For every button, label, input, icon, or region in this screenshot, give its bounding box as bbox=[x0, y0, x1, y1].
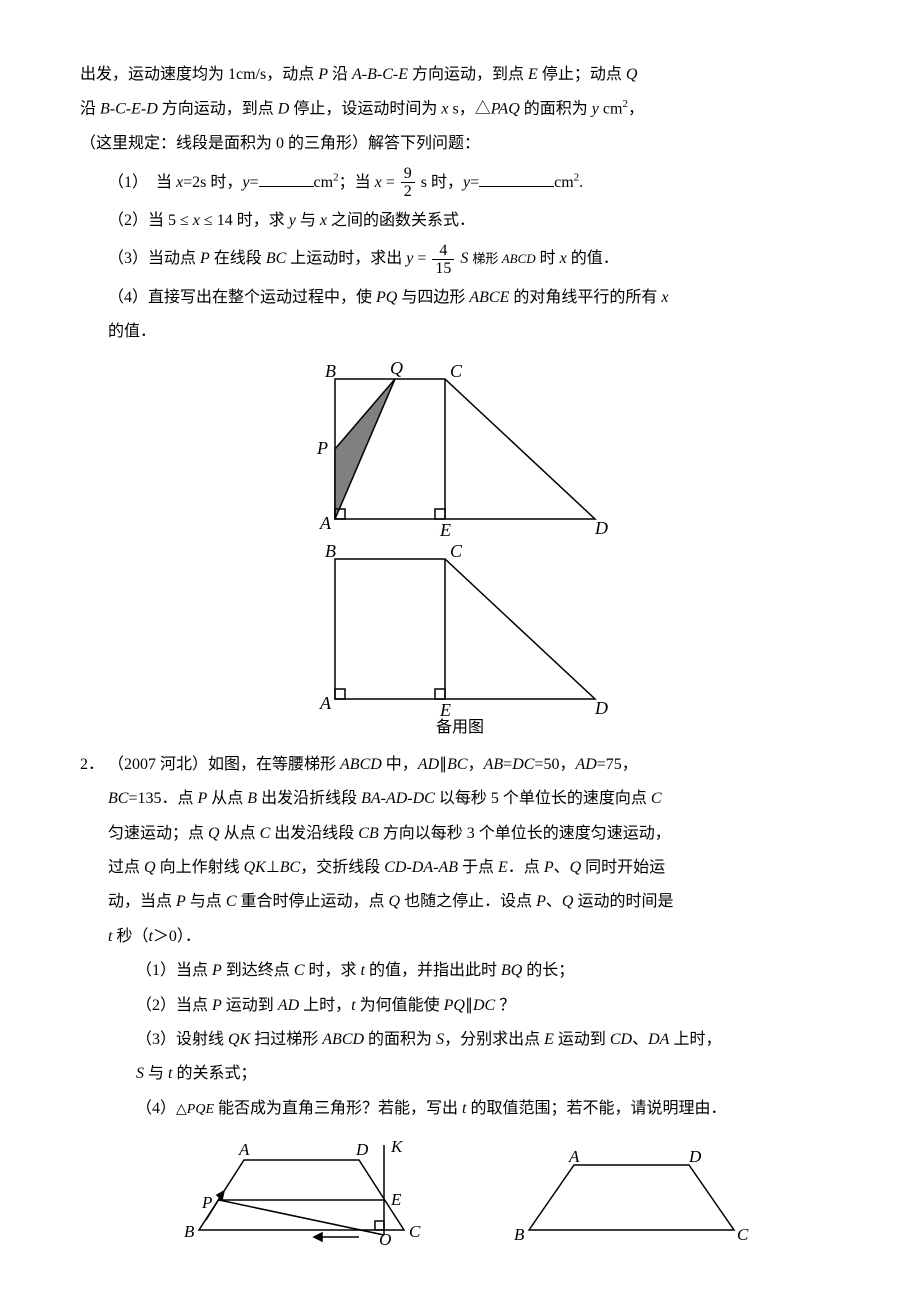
svg-text:P: P bbox=[201, 1193, 212, 1212]
p2-line-1: （2007 河北）如图，在等腰梯形 ABCD 中，AD∥BC，AB=DC=50，… bbox=[108, 750, 840, 780]
p2-sub1: （1）当点 P 到达终点 C 时，求 t 的值，并指出此时 BQ 的长； bbox=[108, 956, 840, 986]
p2-line-5: 动，当点 P 与点 C 重合时停止运动，点 Q 也随之停止．设点 P、Q 运动的… bbox=[108, 887, 840, 917]
q1-text-c: s 时，y= bbox=[421, 174, 479, 191]
sub-q4-l2: 的值． bbox=[80, 317, 840, 347]
svg-text:C: C bbox=[450, 541, 463, 561]
svg-text:E: E bbox=[439, 520, 451, 539]
svg-text:A: A bbox=[238, 1140, 250, 1159]
svg-text:D: D bbox=[594, 518, 608, 538]
q3-text-b: 时 x 的值． bbox=[536, 250, 619, 267]
figure-group-2: A D K E B C P Q A D B C bbox=[108, 1140, 840, 1245]
figure-group-1: A B Q C E D P A B C E D bbox=[80, 359, 840, 743]
svg-text:Q: Q bbox=[379, 1230, 391, 1245]
fraction-9-2: 92 bbox=[401, 165, 415, 201]
svg-text:C: C bbox=[450, 361, 463, 381]
figure-caption: 备用图 bbox=[80, 713, 840, 743]
sub-q2: （2）当 5 ≤ x ≤ 14 时，求 y 与 x 之间的函数关系式． bbox=[80, 206, 840, 236]
blank-2 bbox=[479, 171, 554, 187]
svg-text:A: A bbox=[568, 1150, 580, 1166]
problem-1-body: 出发，运动速度均为 1cm/s，动点 P 沿 A-B-C-E 方向运动，到点 E… bbox=[80, 60, 840, 744]
svg-text:K: K bbox=[390, 1140, 404, 1156]
svg-text:P: P bbox=[316, 438, 328, 458]
svg-text:B: B bbox=[325, 361, 336, 381]
trapezoid-figure-1: A B Q C E D P bbox=[305, 359, 615, 539]
svg-text:D: D bbox=[355, 1140, 369, 1159]
svg-text:C: C bbox=[409, 1222, 421, 1241]
intro-line-1: 出发，运动速度均为 1cm/s，动点 P 沿 A-B-C-E 方向运动，到点 E… bbox=[80, 60, 840, 90]
sub-q3: （3）当动点 P 在线段 BC 上运动时，求出 y = 415 S 梯形 ABC… bbox=[80, 240, 840, 278]
q1-text-d: cm2. bbox=[554, 174, 583, 191]
p2-sub4: （4）△PQE 能否成为直角三角形？若能，写出 t 的取值范围；若不能，请说明理… bbox=[108, 1094, 840, 1124]
q1-text-a: （1） 当 x=2s 时，y= bbox=[108, 174, 259, 191]
trapezoid-figure-2: A B C E D bbox=[305, 539, 615, 719]
svg-text:C: C bbox=[737, 1225, 749, 1244]
sub-q4-l1: （4）直接写出在整个运动过程中，使 PQ 与四边形 ABCE 的对角线平行的所有… bbox=[80, 283, 840, 313]
intro-line-2: 沿 B-C-E-D 方向运动，到点 D 停止，设运动时间为 x s，△PAQ 的… bbox=[80, 94, 840, 125]
sub-q1: （1） 当 x=2s 时，y=cm2；当 x = 92 s 时，y=cm2. bbox=[80, 164, 840, 202]
svg-text:A: A bbox=[319, 693, 332, 713]
trapezoid-figure-3: A D K E B C P Q bbox=[184, 1140, 434, 1245]
trapezoid-figure-4: A D B C bbox=[514, 1150, 764, 1245]
svg-text:D: D bbox=[688, 1150, 702, 1166]
p2-line-4: 过点 Q 向上作射线 QK⊥BC，交折线段 CD-DA-AB 于点 E．点 P、… bbox=[108, 853, 840, 883]
q1-text-b: cm2；当 bbox=[314, 174, 375, 191]
svg-text:B: B bbox=[514, 1225, 525, 1244]
p2-line-3: 匀速运动；点 Q 从点 C 出发沿线段 CB 方向以每秒 3 个单位长的速度匀速… bbox=[108, 819, 840, 849]
p2-sub3a: （3）设射线 QK 扫过梯形 ABCD 的面积为 S，分别求出点 E 运动到 C… bbox=[108, 1025, 840, 1055]
blank-1 bbox=[259, 171, 314, 187]
p2-sub2: （2）当点 P 运动到 AD 上时，t 为何值能使 PQ∥DC ？ bbox=[108, 991, 840, 1021]
svg-text:A: A bbox=[319, 513, 332, 533]
p2-line-2: BC=135．点 P 从点 B 出发沿折线段 BA-AD-DC 以每秒 5 个单… bbox=[108, 784, 840, 814]
problem-2-number: 2． bbox=[80, 750, 108, 780]
svg-text:Q: Q bbox=[390, 359, 403, 378]
problem-2: 2． （2007 河北）如图，在等腰梯形 ABCD 中，AD∥BC，AB=DC=… bbox=[80, 750, 840, 1245]
p2-line-6: t 秒（t＞0）． bbox=[108, 922, 840, 952]
svg-text:B: B bbox=[184, 1222, 195, 1241]
q3-text-a: （3）当动点 P 在线段 BC 上运动时，求出 bbox=[108, 250, 406, 267]
intro-line-3: （这里规定：线段是面积为 0 的三角形）解答下列问题： bbox=[80, 129, 840, 159]
p2-sub3b: S 与 t 的关系式； bbox=[108, 1059, 840, 1089]
svg-text:D: D bbox=[594, 698, 608, 718]
svg-text:B: B bbox=[325, 541, 336, 561]
svg-text:E: E bbox=[390, 1190, 402, 1209]
problem-2-body: （2007 河北）如图，在等腰梯形 ABCD 中，AD∥BC，AB=DC=50，… bbox=[108, 750, 840, 1245]
fraction-4-15: 415 bbox=[432, 242, 454, 278]
